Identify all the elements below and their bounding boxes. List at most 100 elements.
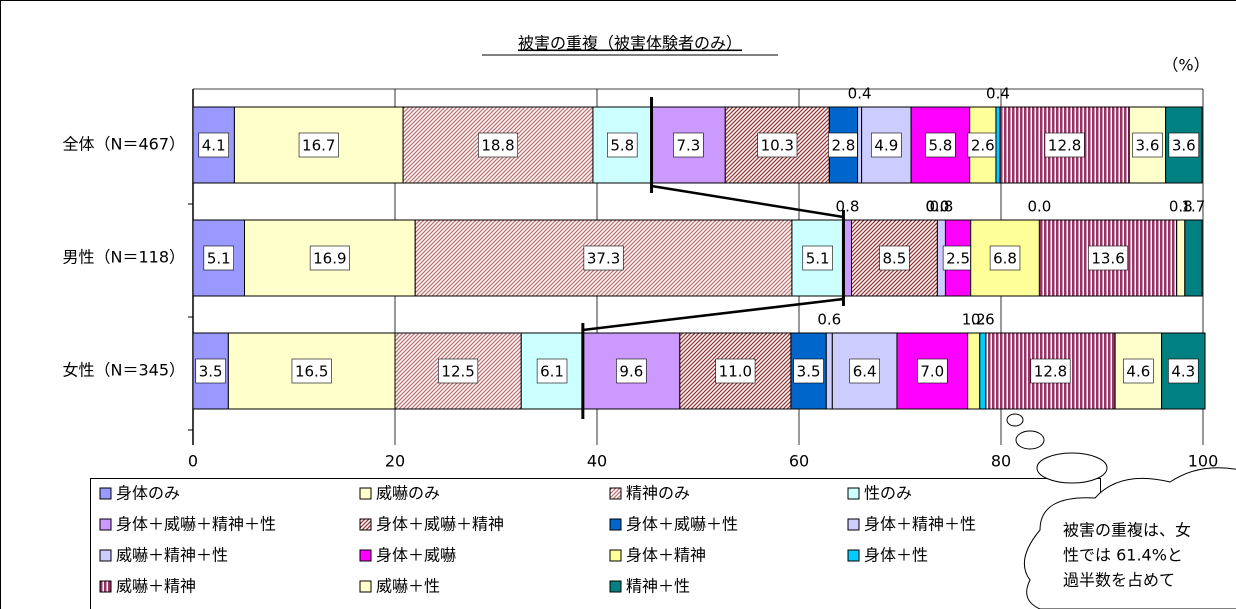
- value-label-bg: [1132, 132, 1163, 158]
- legend-swatch: [609, 518, 622, 531]
- y-tick-label: 女性（N＝345）: [62, 361, 185, 380]
- value-label-bg: [849, 358, 880, 384]
- value-label-bg: [203, 245, 234, 271]
- value-label-bg: [607, 132, 638, 158]
- value-label-bg: [1168, 358, 1199, 384]
- value-label: 0.0: [925, 198, 949, 216]
- value-label: 6.1: [540, 363, 564, 381]
- value-label: 11.0: [719, 363, 752, 381]
- bar-segment: [967, 332, 981, 410]
- legend-label: 身体＋威嚇＋精神: [376, 515, 504, 534]
- value-label: 37.3: [587, 250, 620, 268]
- callout-text: 過半数を占めて: [1063, 571, 1175, 590]
- bar-segment: [995, 106, 1001, 184]
- callout-text: 被害の重複は、女: [1063, 521, 1191, 540]
- value-label: 0.4: [986, 85, 1010, 103]
- x-tick-label: 0: [188, 452, 198, 471]
- value-label: 13.6: [1091, 250, 1124, 268]
- unit-label: （%）: [1162, 56, 1209, 75]
- value-label-bg: [967, 132, 999, 158]
- y-tick-label: 男性（N＝118）: [62, 248, 185, 267]
- value-label-bg: [536, 358, 568, 384]
- value-label-bg: [438, 358, 479, 384]
- value-label: 9.6: [619, 363, 643, 381]
- y-tick-label: 全体（N＝467）: [62, 135, 185, 154]
- value-label: 2.6: [971, 137, 995, 155]
- legend-label: 身体＋威嚇: [376, 546, 456, 565]
- value-label-bg: [1044, 132, 1085, 158]
- legend-label: 身体＋威嚇＋性: [626, 515, 738, 534]
- legend-swatch: [609, 487, 622, 500]
- value-label-bg: [917, 358, 948, 384]
- x-tick-label: 60: [789, 452, 809, 471]
- value-label-bg: [1030, 358, 1071, 384]
- legend-swatch: [359, 487, 372, 500]
- bar-segment: [1176, 219, 1186, 297]
- value-label: 4.9: [874, 137, 898, 155]
- value-label: 16.7: [302, 137, 335, 155]
- cloud-bubble: [1015, 430, 1045, 450]
- value-label: 1.2: [962, 311, 986, 329]
- value-label: 10.3: [761, 137, 794, 155]
- value-label: 0.6: [971, 311, 995, 329]
- legend-swatch: [359, 580, 372, 593]
- value-label: 3.5: [797, 363, 821, 381]
- value-label: 6.8: [993, 250, 1017, 268]
- bar-segment: [857, 106, 863, 184]
- legend-label: 威嚇＋性: [376, 577, 440, 596]
- value-label-bg: [616, 358, 647, 384]
- value-label: 4.6: [1126, 363, 1150, 381]
- value-label: 6.4: [853, 363, 877, 381]
- legend-label: 精神＋性: [626, 577, 690, 596]
- legend-label: 威嚇のみ: [376, 484, 440, 503]
- value-label: 12.5: [441, 363, 474, 381]
- value-label: 7.3: [676, 137, 700, 155]
- legend-swatch: [99, 580, 112, 593]
- value-label-bg: [925, 132, 956, 158]
- value-label-bg: [828, 132, 859, 158]
- value-label-bg: [195, 358, 226, 384]
- value-label-bg: [198, 132, 229, 158]
- value-label: 12.8: [1048, 137, 1081, 155]
- connector-line: [651, 184, 844, 219]
- legend-label: 身体＋精神＋性: [864, 515, 976, 534]
- value-label-bg: [793, 358, 824, 384]
- value-label: 12.8: [1034, 363, 1067, 381]
- x-tick-label: 20: [385, 452, 405, 471]
- legend-label: 身体のみ: [116, 484, 180, 503]
- legend-label: 威嚇＋精神＋性: [116, 546, 228, 565]
- legend-swatch: [847, 549, 860, 562]
- value-label: 0.8: [1169, 198, 1193, 216]
- value-label-bg: [291, 358, 332, 384]
- value-label: 8.5: [883, 250, 907, 268]
- value-label: 0.8: [929, 198, 953, 216]
- value-label: 0.0: [1027, 198, 1051, 216]
- value-label-bg: [673, 132, 704, 158]
- value-label: 0.6: [817, 311, 841, 329]
- legend-box: [90, 478, 1101, 609]
- bar-segment: [825, 332, 833, 410]
- x-tick-label: 100: [1188, 452, 1219, 471]
- bar-segment: [979, 332, 987, 410]
- value-label-bg: [1123, 358, 1154, 384]
- legend-swatch: [847, 487, 860, 500]
- value-label: 0.4: [848, 85, 872, 103]
- value-label-bg: [1088, 245, 1129, 271]
- value-label: 2.8: [832, 137, 856, 155]
- callout-cloud: [1006, 413, 1236, 609]
- legend-label: 精神のみ: [626, 484, 690, 503]
- value-label: 5.8: [610, 137, 634, 155]
- legend-swatch: [609, 549, 622, 562]
- value-label: 3.5: [199, 363, 223, 381]
- value-label: 5.1: [207, 250, 231, 268]
- value-label-bg: [871, 132, 902, 158]
- x-tick-label: 40: [587, 452, 607, 471]
- legend-label: 身体＋威嚇＋精神＋性: [116, 515, 276, 534]
- callout-text: 性では 61.4%と: [1063, 546, 1183, 565]
- connector-line: [582, 297, 844, 332]
- value-label: 16.9: [313, 250, 346, 268]
- chart-title: 被害の重複（被害体験者のみ）: [518, 34, 742, 53]
- legend-label: 性のみ: [864, 484, 912, 503]
- legend-label: 身体＋性: [864, 546, 928, 565]
- value-label: 18.8: [481, 137, 514, 155]
